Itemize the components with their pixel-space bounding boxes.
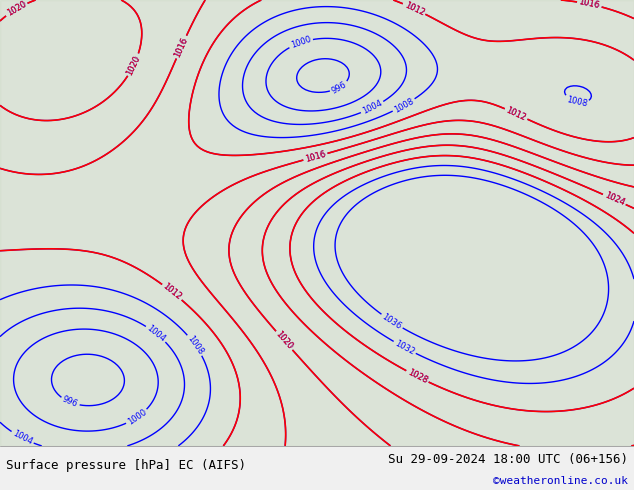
Text: 996: 996 xyxy=(61,395,79,409)
Text: 1012: 1012 xyxy=(403,0,425,17)
Text: 1028: 1028 xyxy=(406,368,429,385)
Text: 1012: 1012 xyxy=(161,282,183,302)
Text: 1016: 1016 xyxy=(578,0,600,11)
Text: Surface pressure [hPa] EC (AIFS): Surface pressure [hPa] EC (AIFS) xyxy=(6,459,247,472)
Text: 996: 996 xyxy=(330,79,348,95)
Text: 1008: 1008 xyxy=(185,334,205,356)
Text: 1016: 1016 xyxy=(173,36,190,58)
Text: 1012: 1012 xyxy=(403,0,425,17)
Text: 1004: 1004 xyxy=(11,429,34,447)
Text: 1012: 1012 xyxy=(505,105,527,122)
Text: 1012: 1012 xyxy=(505,105,527,122)
Text: 1008: 1008 xyxy=(392,96,415,114)
Text: 1016: 1016 xyxy=(304,149,327,164)
Text: 1000: 1000 xyxy=(289,35,312,50)
Text: 1016: 1016 xyxy=(173,36,190,58)
Text: 1012: 1012 xyxy=(161,282,183,302)
Text: 1020: 1020 xyxy=(274,330,295,351)
Text: 1020: 1020 xyxy=(274,330,295,351)
Text: 1024: 1024 xyxy=(603,191,626,208)
Text: 1036: 1036 xyxy=(380,312,403,331)
Text: 1020: 1020 xyxy=(5,0,28,18)
Text: Su 29-09-2024 18:00 UTC (06+156): Su 29-09-2024 18:00 UTC (06+156) xyxy=(387,453,628,466)
Text: 1004: 1004 xyxy=(361,99,384,116)
Text: 1000: 1000 xyxy=(126,408,148,427)
Text: 1020: 1020 xyxy=(5,0,28,18)
Text: ©weatheronline.co.uk: ©weatheronline.co.uk xyxy=(493,476,628,486)
Text: 1020: 1020 xyxy=(126,53,143,76)
Text: 1024: 1024 xyxy=(603,191,626,208)
Text: 1032: 1032 xyxy=(393,339,416,357)
Text: 1020: 1020 xyxy=(126,53,143,76)
Text: 1016: 1016 xyxy=(304,149,327,164)
Text: 1008: 1008 xyxy=(566,95,588,108)
Text: 1016: 1016 xyxy=(578,0,600,11)
Text: 1004: 1004 xyxy=(145,323,167,343)
Text: 1028: 1028 xyxy=(406,368,429,385)
